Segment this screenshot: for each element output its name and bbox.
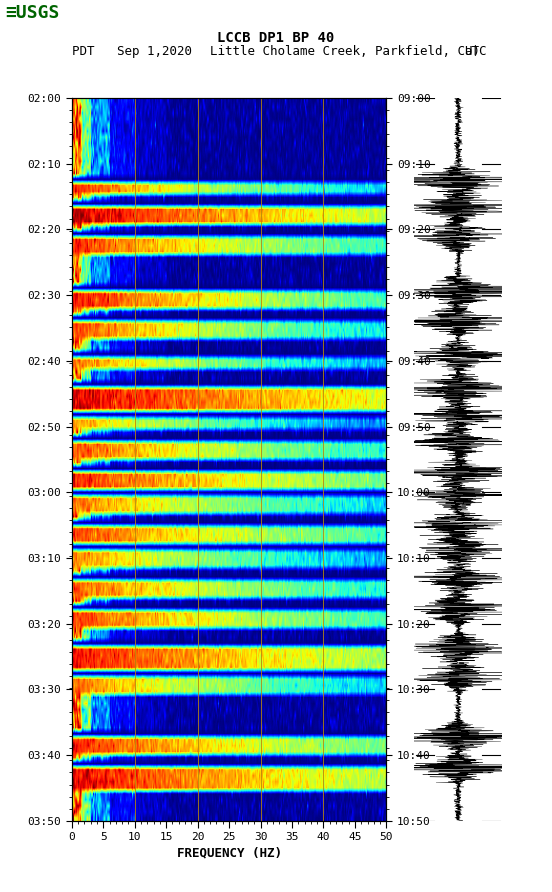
Text: Little Cholame Creek, Parkfield, Ca): Little Cholame Creek, Parkfield, Ca): [210, 45, 480, 58]
Text: PDT   Sep 1,2020: PDT Sep 1,2020: [72, 45, 192, 58]
Text: UTC: UTC: [464, 45, 486, 58]
Text: ≡USGS: ≡USGS: [6, 4, 60, 22]
Text: LCCB DP1 BP 40: LCCB DP1 BP 40: [217, 31, 335, 45]
X-axis label: FREQUENCY (HZ): FREQUENCY (HZ): [177, 847, 282, 860]
